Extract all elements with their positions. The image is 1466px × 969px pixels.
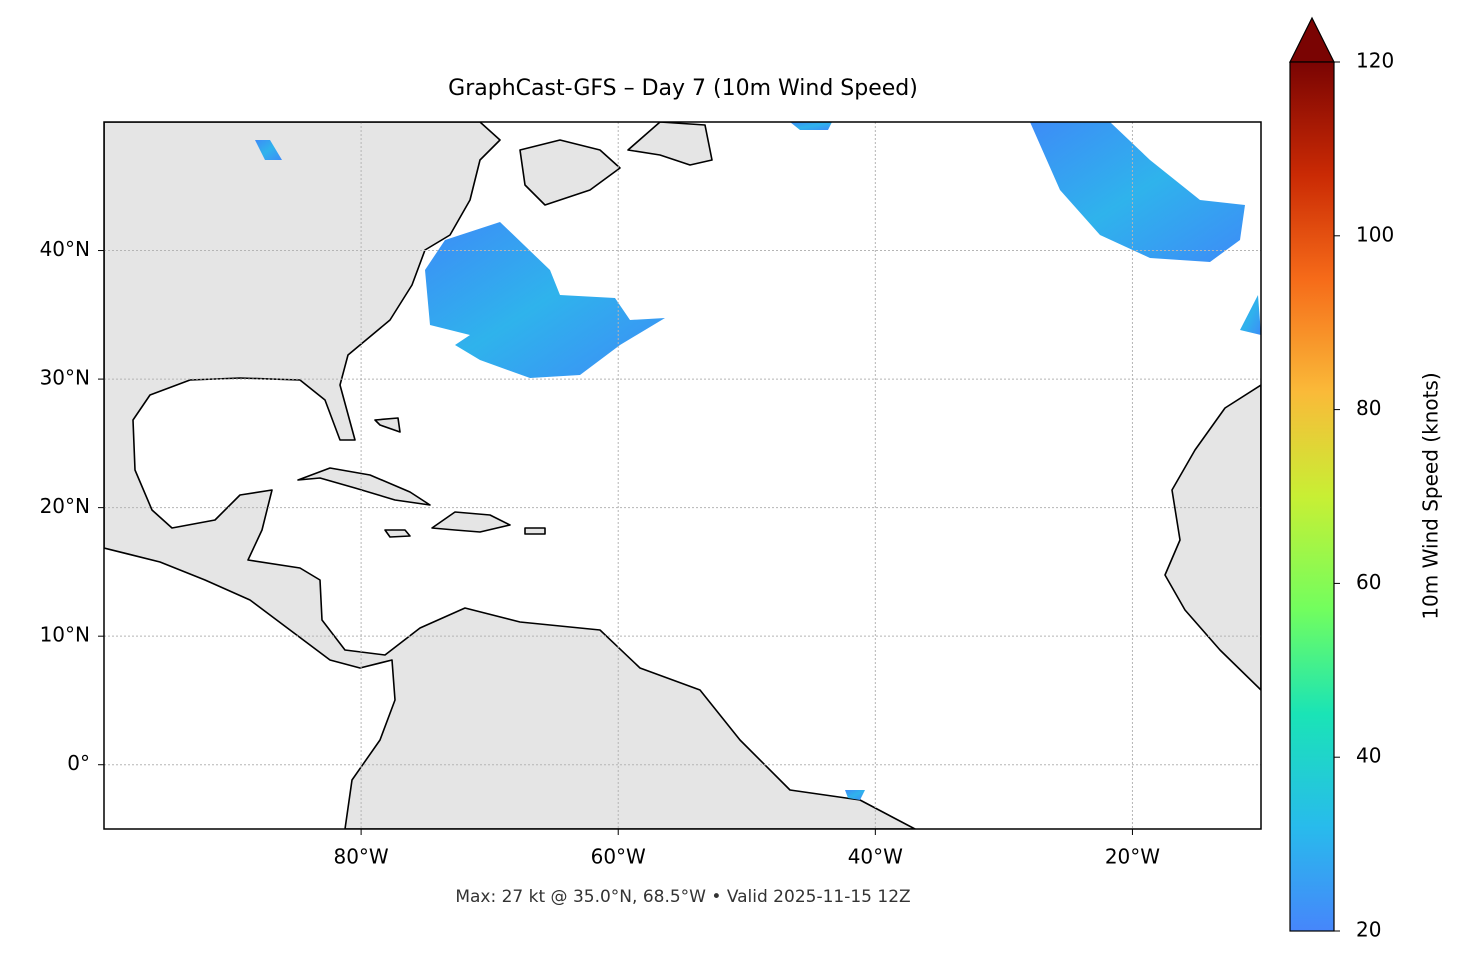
colorbar-tick-label: 20 [1356,918,1381,942]
colorbar-tick-label: 80 [1356,396,1381,420]
maritime-canada [519,139,621,206]
y-tick-label: 0° [67,751,90,775]
y-tick-label: 30°N [40,366,90,390]
colorbar-tick-label: 40 [1356,744,1381,768]
map-area [104,122,1261,829]
wind-area [425,222,665,378]
bahamas [374,417,401,433]
africa-land [1164,384,1261,691]
colorbar-tick-label: 120 [1356,49,1394,73]
colorbar-extend [1289,16,1335,63]
wind-area [1240,295,1261,335]
y-tick-label: 20°N [40,494,90,518]
x-tick-label: 20°W [1105,845,1160,869]
cuba [297,467,431,506]
colorbar [1289,61,1335,932]
map-frame [103,121,1262,830]
y-tick-label: 40°N [40,237,90,261]
americas-land [104,122,916,829]
colorbar-label: 10m Wind Speed (knots) [1419,372,1443,619]
puerto-rico [524,527,546,535]
footnote: Max: 27 kt @ 35.0°N, 68.5°W • Valid 2025… [455,887,910,907]
hispaniola [431,511,511,533]
colorbar-tick-label: 100 [1356,222,1394,246]
jamaica [384,529,411,538]
wind-area [1030,122,1245,262]
newfoundland [627,122,713,166]
x-tick-label: 40°W [848,845,903,869]
y-tick-label: 10°N [40,623,90,647]
wind-area [790,122,832,130]
x-tick-label: 60°W [591,845,646,869]
x-tick-label: 80°W [333,845,388,869]
colorbar-tick-label: 60 [1356,570,1381,594]
chart-title: GraphCast-GFS – Day 7 (10m Wind Speed) [448,76,918,101]
wind-area [255,140,282,160]
wind-area [845,790,865,800]
